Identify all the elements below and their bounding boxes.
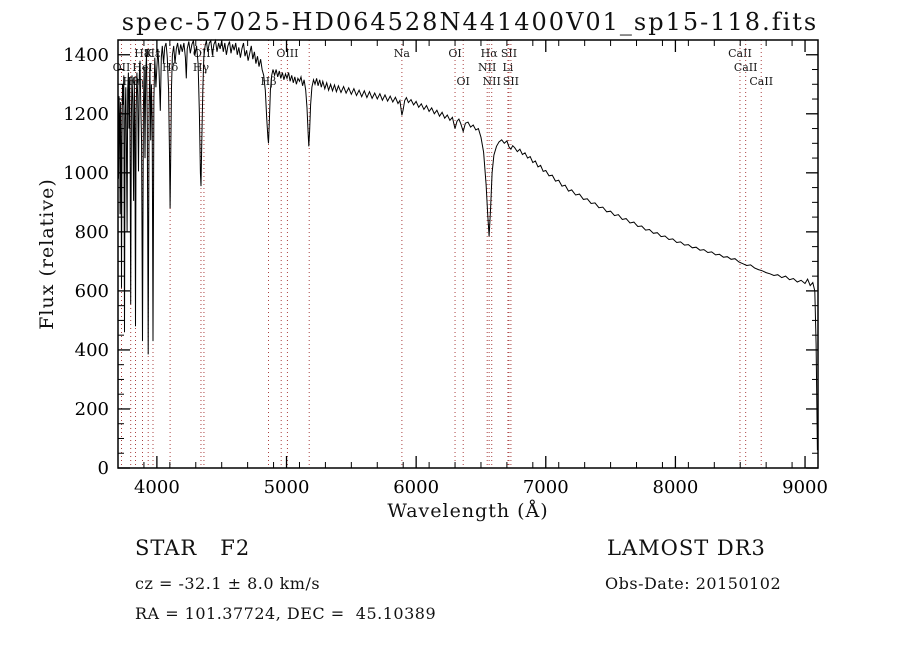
spectral-line-label: Na: [394, 47, 411, 60]
plot-title: spec-57025-HD064528N441400V01_sp15-118.f…: [121, 8, 819, 36]
spectral-line-label: Li: [503, 61, 514, 74]
spectral-line-label: CaII: [749, 75, 773, 88]
x-tick-label: 8000: [653, 477, 699, 498]
x-tick-label: 5000: [264, 477, 310, 498]
spectral-line-label: K: [144, 47, 153, 60]
y-tick-label: 600: [75, 281, 109, 302]
spectral-line-label: OIII: [276, 47, 298, 60]
spectral-line-label: Hα: [481, 47, 499, 60]
classification-text: STAR F2: [135, 536, 251, 560]
x-tick-label: 6000: [393, 477, 439, 498]
y-tick-label: 1200: [63, 104, 109, 125]
y-tick-label: 800: [75, 222, 109, 243]
y-tick-label: 200: [75, 399, 109, 420]
coordinates-text: RA = 101.37724, DEC = 45.10389: [135, 604, 437, 623]
y-tick-label: 1400: [63, 45, 109, 66]
spectral-line-label: SII: [501, 47, 517, 60]
x-tick-label: 9000: [782, 477, 828, 498]
spectral-line-label: OI: [448, 47, 461, 60]
spectral-line-label: OII: [113, 61, 131, 74]
spectral-line-label: Hγ: [193, 61, 210, 74]
spectral-line-label: CaII: [728, 47, 752, 60]
spectrum-path: [117, 38, 818, 451]
y-tick-label: 400: [75, 340, 109, 361]
spectral-line-label: SII: [503, 75, 519, 88]
x-tick-label: 7000: [523, 477, 569, 498]
spectral-line-label: OI: [457, 75, 470, 88]
spectral-line-label: Hβ: [261, 75, 277, 88]
axis-ticks: 4000 5000 6000 7000 8000 9000 0 200 400 600 800 100…: [63, 39, 828, 498]
obs-date-text: Obs-Date: 20150102: [605, 574, 782, 593]
y-tick-label: 0: [98, 458, 109, 479]
spectral-line-label: HeI: [132, 61, 152, 74]
spectral-line-label: NII: [483, 75, 501, 88]
y-axis-label: Flux (relative): [36, 178, 58, 330]
y-tick-label: 1000: [63, 163, 109, 184]
spectral-line-label: Hδ: [162, 61, 179, 74]
x-axis-label: Wavelength (Å): [387, 500, 549, 522]
survey-text: LAMOST DR3: [607, 536, 766, 560]
spectral-line-label: CaII: [734, 61, 758, 74]
plot-frame: [117, 39, 819, 469]
x-tick-label: 4000: [134, 477, 180, 498]
cz-velocity-text: cz = -32.1 ± 8.0 km/s: [135, 574, 321, 593]
spectral-line-label: NII: [478, 61, 496, 74]
